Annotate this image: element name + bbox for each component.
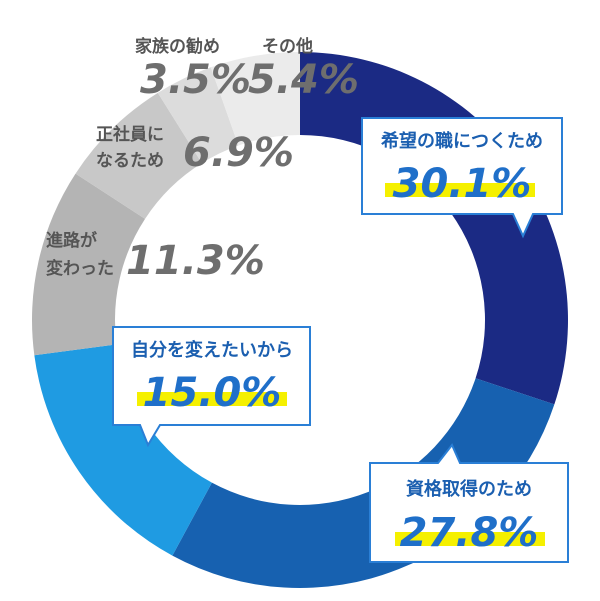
label-other-name: その他	[262, 36, 313, 57]
callout-qualification: 資格取得のため 27.8%	[369, 443, 569, 563]
callout-job-box	[361, 117, 563, 239]
callout-change-label: 自分を変えたいから	[131, 339, 293, 361]
label-fulltime-line1: 正社員に	[96, 124, 164, 145]
label-path-line1: 進路が	[46, 230, 97, 251]
donut-slice-3	[32, 173, 146, 356]
callout-job-highlight	[385, 183, 535, 197]
callout-change-box	[112, 326, 311, 448]
donut-slice-0	[300, 52, 568, 405]
label-family: 家族の勧め 3.5%	[135, 36, 251, 103]
callout-job: 希望の職につくため 30.1%	[361, 117, 563, 239]
donut-slice-5	[157, 67, 239, 164]
callout-qual-highlight	[395, 532, 545, 546]
label-fulltime: 正社員に なるため 6.9%	[96, 124, 294, 176]
label-path-changed: 進路が 変わった 11.3%	[46, 230, 265, 284]
donut-slice-4	[75, 92, 202, 219]
callout-qual-label: 資格取得のため	[406, 478, 532, 500]
callout-change-self: 自分を変えたいから 15.0%	[112, 326, 311, 448]
callout-qual-value: 27.8%	[400, 510, 539, 556]
callout-change-value: 15.0%	[143, 370, 282, 416]
label-path-value: 11.3%	[126, 238, 265, 284]
callout-job-label: 希望の職につくため	[381, 130, 543, 152]
callout-job-value: 30.1%	[393, 161, 532, 207]
donut-slice-6	[210, 52, 300, 146]
donut-slice-2	[34, 344, 212, 556]
label-family-value: 3.5%	[140, 57, 251, 103]
label-family-name: 家族の勧め	[135, 36, 220, 57]
label-other: その他 5.4%	[248, 36, 359, 103]
callout-change-highlight	[137, 392, 287, 406]
label-fulltime-value: 6.9%	[183, 130, 294, 176]
label-other-value: 5.4%	[248, 57, 359, 103]
label-fulltime-line2: なるため	[96, 151, 164, 171]
label-path-line2: 変わった	[46, 258, 114, 279]
